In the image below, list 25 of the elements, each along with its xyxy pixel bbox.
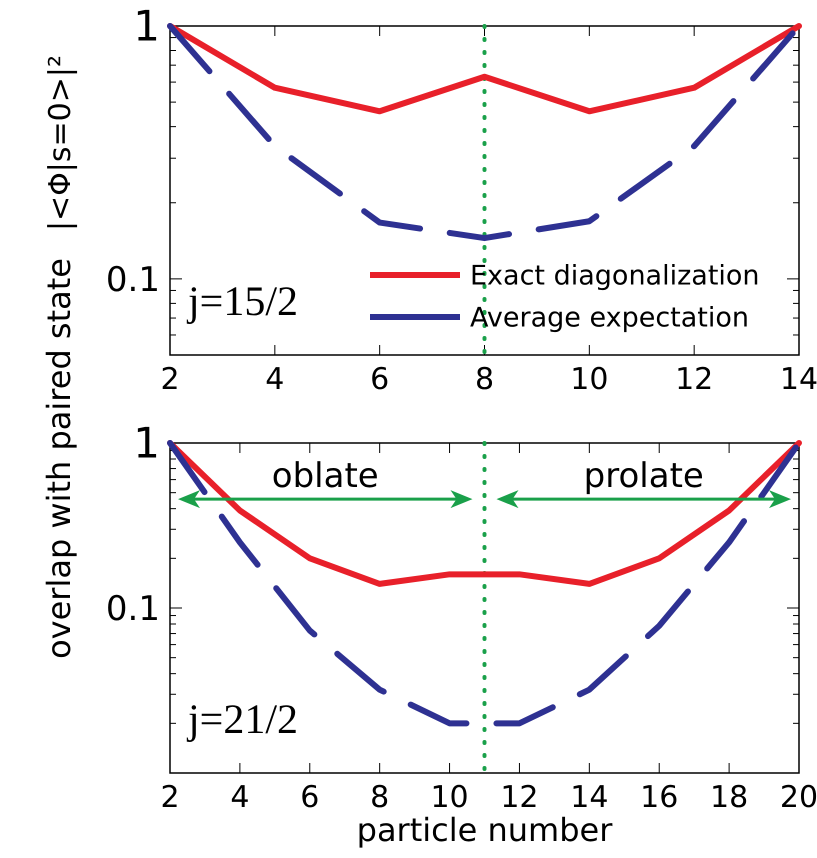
x-tick-label: 8 xyxy=(474,362,494,397)
x-tick-label: 6 xyxy=(300,780,320,815)
x-tick-label: 2 xyxy=(160,362,180,397)
x-tick-label: 10 xyxy=(570,362,608,397)
y-tick-label: 1 xyxy=(133,418,160,468)
legend-label: Exact diagonalization xyxy=(470,260,760,292)
y-tick-label: 1 xyxy=(133,2,160,51)
y-axis-title: overlap with paired state xyxy=(40,258,78,659)
x-tick-label: 16 xyxy=(640,780,678,815)
x-tick-label: 6 xyxy=(370,362,390,397)
annotation: oblate xyxy=(272,456,379,496)
annotation: j=15/2 xyxy=(186,279,298,325)
x-tick-label: 2 xyxy=(160,780,180,815)
x-tick-label: 12 xyxy=(675,362,714,397)
x-tick-label: 4 xyxy=(230,780,250,815)
y-tick-label: 0.1 xyxy=(106,260,160,300)
x-tick-label: 18 xyxy=(710,780,748,815)
annotation: j=21/2 xyxy=(186,697,298,743)
annotation: prolate xyxy=(584,456,704,496)
x-tick-label: 4 xyxy=(265,362,284,397)
x-tick-label: 14 xyxy=(780,362,817,397)
y-axis-title: |<Φ|s=0>|² xyxy=(43,54,78,232)
y-tick-label: 0.1 xyxy=(106,588,160,629)
x-tick-label: 20 xyxy=(780,780,817,815)
legend-label: Average expectation xyxy=(470,302,750,334)
